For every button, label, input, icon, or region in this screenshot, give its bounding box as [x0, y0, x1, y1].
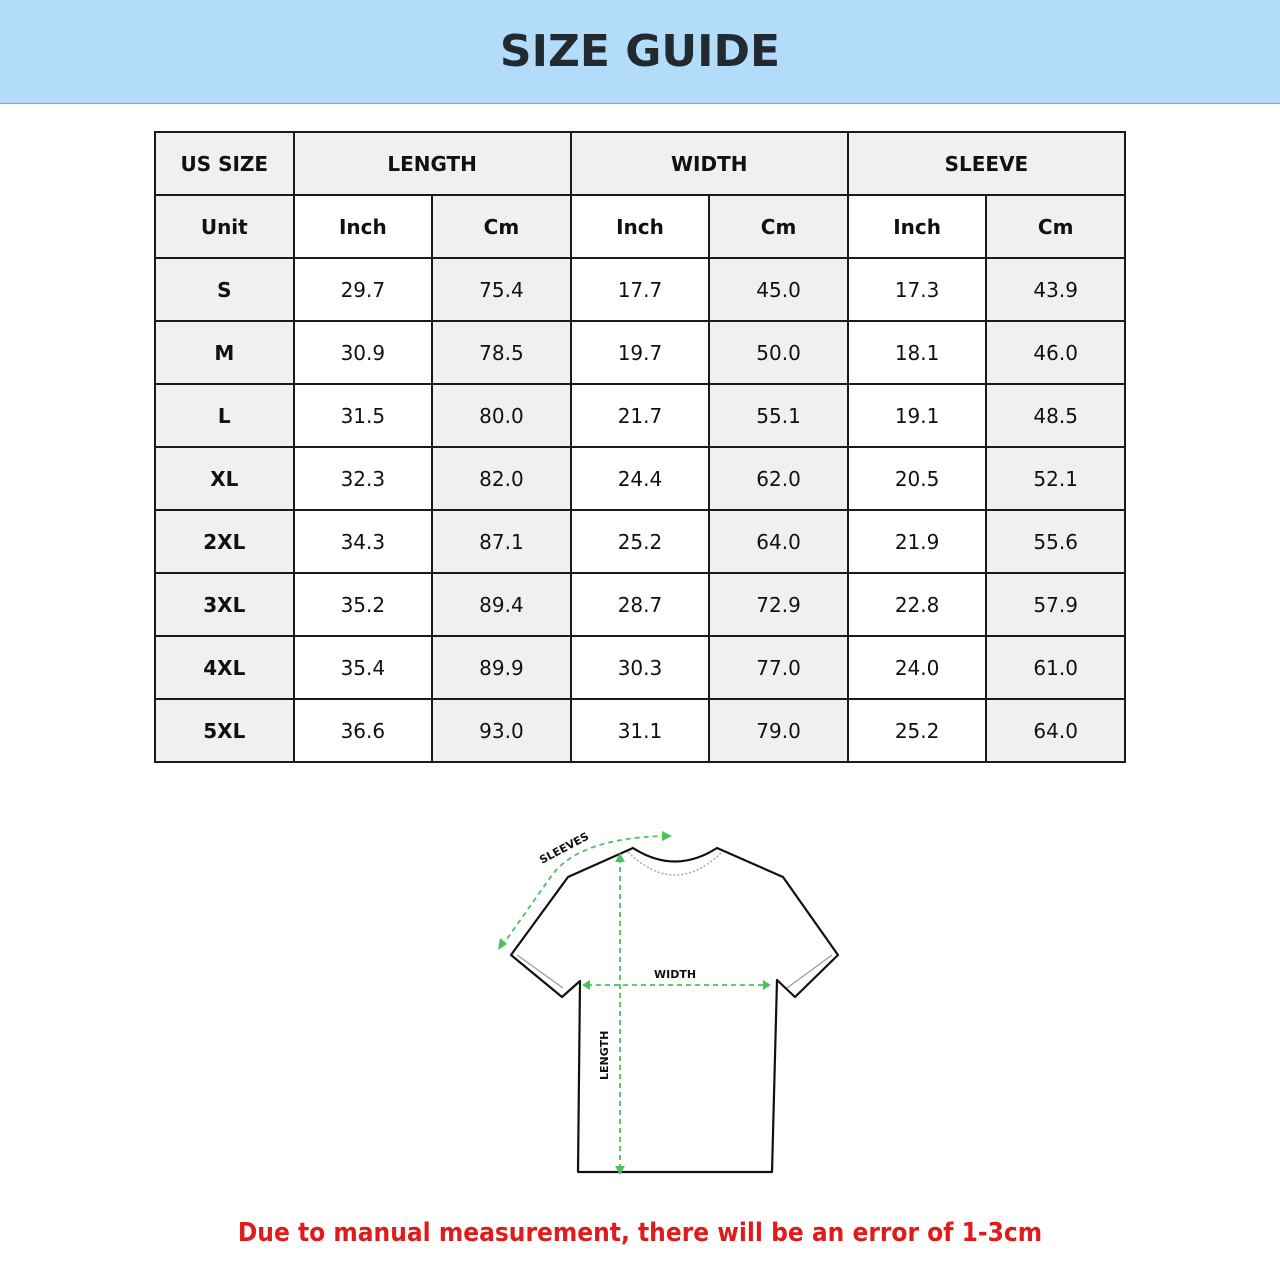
arrowhead-icon [615, 853, 625, 862]
table-row: 4XL 35.4 89.9 30.3 77.0 24.0 61.0 [154, 635, 1126, 700]
sleeve-cuff-right [786, 954, 833, 989]
header-sleeve: SLEEVE [846, 131, 1127, 196]
size-label-cell: 5XL [154, 698, 295, 763]
measurement-cell: 21.7 [569, 383, 711, 448]
collar-rib [627, 851, 723, 876]
table-row: S 29.7 75.4 17.7 45.0 17.3 43.9 [154, 257, 1126, 322]
measurement-cell: 87.1 [431, 509, 572, 574]
measurement-cell: 64.0 [708, 509, 849, 574]
measurement-cell: Inch [569, 194, 711, 259]
measurement-cell: 22.8 [846, 572, 988, 637]
size-label-cell: 2XL [154, 509, 295, 574]
measurement-cell: 43.9 [985, 257, 1126, 322]
length-label: LENGTH [598, 1031, 611, 1080]
header-us-size: US SIZE [154, 131, 295, 196]
measurement-cell: 35.2 [292, 572, 434, 637]
table-row: 2XL 34.3 87.1 25.2 64.0 21.9 55.6 [154, 509, 1126, 574]
measurement-cell: Inch [292, 194, 434, 259]
tshirt-outline [509, 846, 840, 1174]
measurement-cell: 64.0 [985, 698, 1126, 763]
measurement-cell: 25.2 [569, 509, 711, 574]
arrowhead-icon [662, 831, 672, 841]
unit-row: Unit Inch Cm Inch Cm Inch Cm [154, 194, 1126, 259]
header-length: LENGTH [292, 131, 572, 196]
measurement-cell: 48.5 [985, 383, 1126, 448]
table-row: 5XL 36.6 93.0 31.1 79.0 25.2 64.0 [154, 698, 1126, 763]
width-label: WIDTH [654, 968, 696, 981]
measurement-cell: 79.0 [708, 698, 849, 763]
measurement-cell: 32.3 [292, 446, 434, 511]
measurement-cell: 24.0 [846, 635, 988, 700]
size-label-cell: L [154, 383, 295, 448]
measurement-cell: 19.7 [569, 320, 711, 385]
measurement-cell: Cm [985, 194, 1126, 259]
size-label-cell: Unit [154, 194, 295, 259]
measurement-cell: 30.3 [569, 635, 711, 700]
header-width: WIDTH [569, 131, 849, 196]
measurement-cell: 19.1 [846, 383, 988, 448]
tshirt-measurement-diagram: SLEEVES WIDTH LENGTH [498, 830, 840, 1175]
measurement-cell: Cm [431, 194, 572, 259]
measurement-cell: 46.0 [985, 320, 1126, 385]
measurement-cell: 77.0 [708, 635, 849, 700]
measurement-cell: 80.0 [431, 383, 572, 448]
measurement-cell: 17.7 [569, 257, 711, 322]
measurement-cell: 34.3 [292, 509, 434, 574]
table-row: L 31.5 80.0 21.7 55.1 19.1 48.5 [154, 383, 1126, 448]
measurement-cell: 72.9 [708, 572, 849, 637]
size-label-cell: M [154, 320, 295, 385]
arrowhead-icon [582, 980, 590, 990]
arrowhead-icon [763, 980, 771, 990]
size-label-cell: S [154, 257, 295, 322]
title-banner: SIZE GUIDE [0, 0, 1280, 104]
measurement-cell: 36.6 [292, 698, 434, 763]
measurement-cell: 89.4 [431, 572, 572, 637]
table-row: M 30.9 78.5 19.7 50.0 18.1 46.0 [154, 320, 1126, 385]
measurement-cell: 52.1 [985, 446, 1126, 511]
size-label-cell: 4XL [154, 635, 295, 700]
measurement-cell: 28.7 [569, 572, 711, 637]
size-label-cell: XL [154, 446, 295, 511]
measurement-cell: 31.5 [292, 383, 434, 448]
size-label-cell: 3XL [154, 572, 295, 637]
measurement-cell: 30.9 [292, 320, 434, 385]
measurement-cell: 78.5 [431, 320, 572, 385]
measurement-cell: 35.4 [292, 635, 434, 700]
table-row: XL 32.3 82.0 24.4 62.0 20.5 52.1 [154, 446, 1126, 511]
measurement-cell: 50.0 [708, 320, 849, 385]
measurement-cell: 55.6 [985, 509, 1126, 574]
group-header-row: US SIZE LENGTH WIDTH SLEEVE [154, 131, 1127, 196]
size-table: US SIZE LENGTH WIDTH SLEEVE Unit Inch Cm In… [154, 131, 1127, 763]
measurement-cell: 17.3 [846, 257, 988, 322]
measurement-cell: 45.0 [708, 257, 849, 322]
measurement-cell: 18.1 [846, 320, 988, 385]
measurement-cell: 20.5 [846, 446, 988, 511]
table-row: 3XL 35.2 89.4 28.7 72.9 22.8 57.9 [154, 572, 1126, 637]
arrowhead-icon [498, 938, 507, 950]
sleeve-cuff-left [516, 954, 564, 989]
measurement-cell: Cm [708, 194, 849, 259]
measurement-cell: 24.4 [569, 446, 711, 511]
measurement-cell: 82.0 [431, 446, 572, 511]
measurement-cell: 21.9 [846, 509, 988, 574]
arrowhead-icon [615, 1166, 625, 1175]
sleeves-label: SLEEVES [537, 830, 591, 867]
measurement-cell: 93.0 [431, 698, 572, 763]
measurement-cell: 31.1 [569, 698, 711, 763]
measurement-cell: 25.2 [846, 698, 988, 763]
measurement-cell: 62.0 [708, 446, 849, 511]
measurement-cell: 75.4 [431, 257, 572, 322]
sleeves-arrow [501, 835, 666, 947]
measurement-arrows [501, 835, 766, 1170]
measurement-cell: 55.1 [708, 383, 849, 448]
measurement-cell: 57.9 [985, 572, 1126, 637]
measurement-disclaimer: Due to manual measurement, there will be… [237, 1218, 1043, 1248]
measurement-cell: 29.7 [292, 257, 434, 322]
measurement-cell: 61.0 [985, 635, 1126, 700]
measurement-cell: Inch [846, 194, 988, 259]
measurement-cell: 89.9 [431, 635, 572, 700]
page-title: SIZE GUIDE [499, 26, 781, 77]
